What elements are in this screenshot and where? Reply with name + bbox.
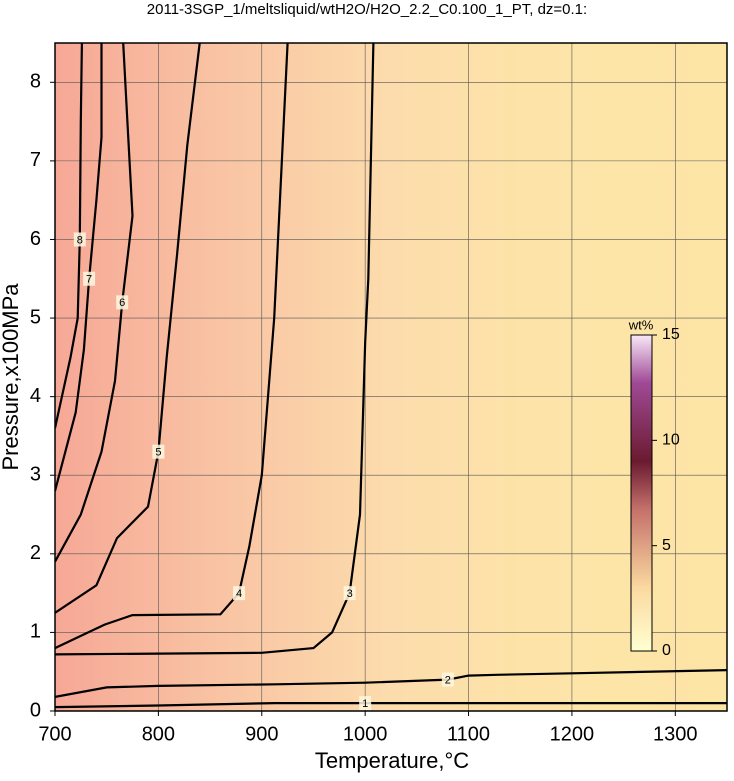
contour-label-box [441, 672, 454, 687]
colorbar-label: wt% [628, 317, 654, 332]
contour-label: 8 [77, 234, 83, 246]
y-tick-label: 6 [30, 228, 41, 250]
plot-frame [54, 42, 728, 712]
contour-label: 2 [445, 674, 451, 686]
colorbar-tick-label: 5 [662, 537, 671, 554]
contour-label-box [116, 295, 129, 310]
colorbar-tick-label: 15 [662, 326, 680, 343]
chart-title: 2011-3SGP_1/meltsliquid/wtH2O/H2O_2.2_C0… [147, 1, 587, 18]
x-tick-label: 1200 [550, 723, 595, 745]
contour-label: 3 [347, 588, 353, 600]
contour-label-box [83, 271, 96, 286]
x-axis-label: Temperature,°C [315, 748, 469, 773]
x-tick-label: 1100 [447, 723, 490, 745]
x-tick-label: 700 [38, 723, 71, 745]
y-tick-label: 2 [30, 542, 41, 564]
contour-label: 4 [236, 588, 242, 600]
colorbar [630, 334, 653, 652]
contour-label: 5 [155, 447, 161, 459]
contour-line [55, 43, 83, 429]
plot-area: 1 2 3 4 5 6 7 8 [55, 43, 727, 711]
contour-label-box [343, 586, 356, 601]
contour-label-box [73, 232, 86, 247]
colorbar-tick-label: 0 [662, 642, 671, 659]
contour-label: 7 [86, 274, 92, 286]
field [55, 43, 727, 711]
contour-line [55, 669, 727, 698]
contour-label: 1 [362, 698, 368, 710]
contour-label-box [233, 586, 246, 601]
x-tick-label: 800 [142, 723, 175, 745]
y-tick-label: 3 [30, 464, 41, 486]
y-tick-label: 8 [30, 71, 41, 93]
x-tick-label: 900 [245, 723, 278, 745]
contour-label: 6 [119, 297, 125, 309]
contour-line [55, 43, 134, 563]
y-tick-label: 0 [30, 699, 41, 721]
y-tick-label: 7 [30, 149, 41, 171]
contour-label-box [359, 696, 372, 711]
contour-label-box [152, 444, 165, 459]
colorbar-tick-label: 10 [662, 432, 680, 449]
y-tick-label: 4 [30, 385, 41, 407]
x-tick-label: 1000 [343, 723, 388, 745]
contour-line [55, 43, 375, 656]
y-axis-label: Pressure,x100MPa [0, 283, 23, 471]
y-tick-label: 5 [30, 306, 41, 328]
y-tick-label: 1 [30, 621, 41, 643]
x-tick-label: 1300 [653, 723, 698, 745]
